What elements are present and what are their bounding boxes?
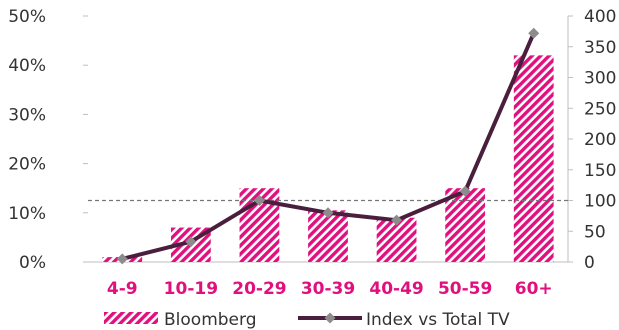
- y-left-tick-label: 20%: [8, 155, 46, 175]
- legend-label-index: Index vs Total TV: [366, 310, 510, 330]
- x-category-label: 20-29: [232, 279, 286, 299]
- x-category-label: 4-9: [107, 279, 138, 299]
- legend-swatch-bloomberg: [104, 312, 158, 324]
- y-right-tick-label: 0: [584, 253, 595, 273]
- marker-index-50-59: [459, 185, 471, 197]
- x-category-label: 30-39: [301, 279, 355, 299]
- y-right-tick-label: 250: [584, 99, 616, 119]
- x-category-label: 50-59: [438, 279, 492, 299]
- legend-marker-index: [324, 312, 336, 324]
- y-left-tick-label: 40%: [8, 56, 46, 76]
- marker-index-30-39: [322, 207, 334, 219]
- x-category-label: 40-49: [369, 279, 423, 299]
- y-right-tick-label: 100: [584, 192, 616, 212]
- marker-index-60+: [528, 27, 540, 39]
- y-right-tick-label: 400: [584, 7, 616, 27]
- legend-label-bloomberg: Bloomberg: [164, 310, 256, 330]
- bar-bloomberg-30-39: [308, 210, 348, 262]
- bar-bloomberg-50-59: [445, 188, 486, 262]
- y-left-tick-label: 0%: [19, 253, 46, 273]
- y-right-tick-label: 350: [584, 38, 616, 58]
- y-right-tick-label: 150: [584, 161, 616, 181]
- marker-index-40-49: [391, 214, 403, 226]
- x-category-label: 60+: [515, 279, 553, 299]
- marker-index-20-29: [253, 195, 265, 206]
- y-left-tick-label: 50%: [8, 7, 46, 27]
- y-left-tick-label: 30%: [8, 105, 46, 125]
- y-right-tick-label: 300: [584, 69, 616, 89]
- x-category-label: 10-19: [164, 279, 218, 299]
- marker-index-4-9: [116, 253, 128, 265]
- bar-bloomberg-60+: [513, 55, 554, 262]
- y-right-tick-label: 50: [584, 222, 606, 242]
- marker-index-10-19: [185, 236, 197, 248]
- y-right-tick-label: 200: [584, 130, 616, 150]
- y-left-tick-label: 10%: [8, 204, 46, 224]
